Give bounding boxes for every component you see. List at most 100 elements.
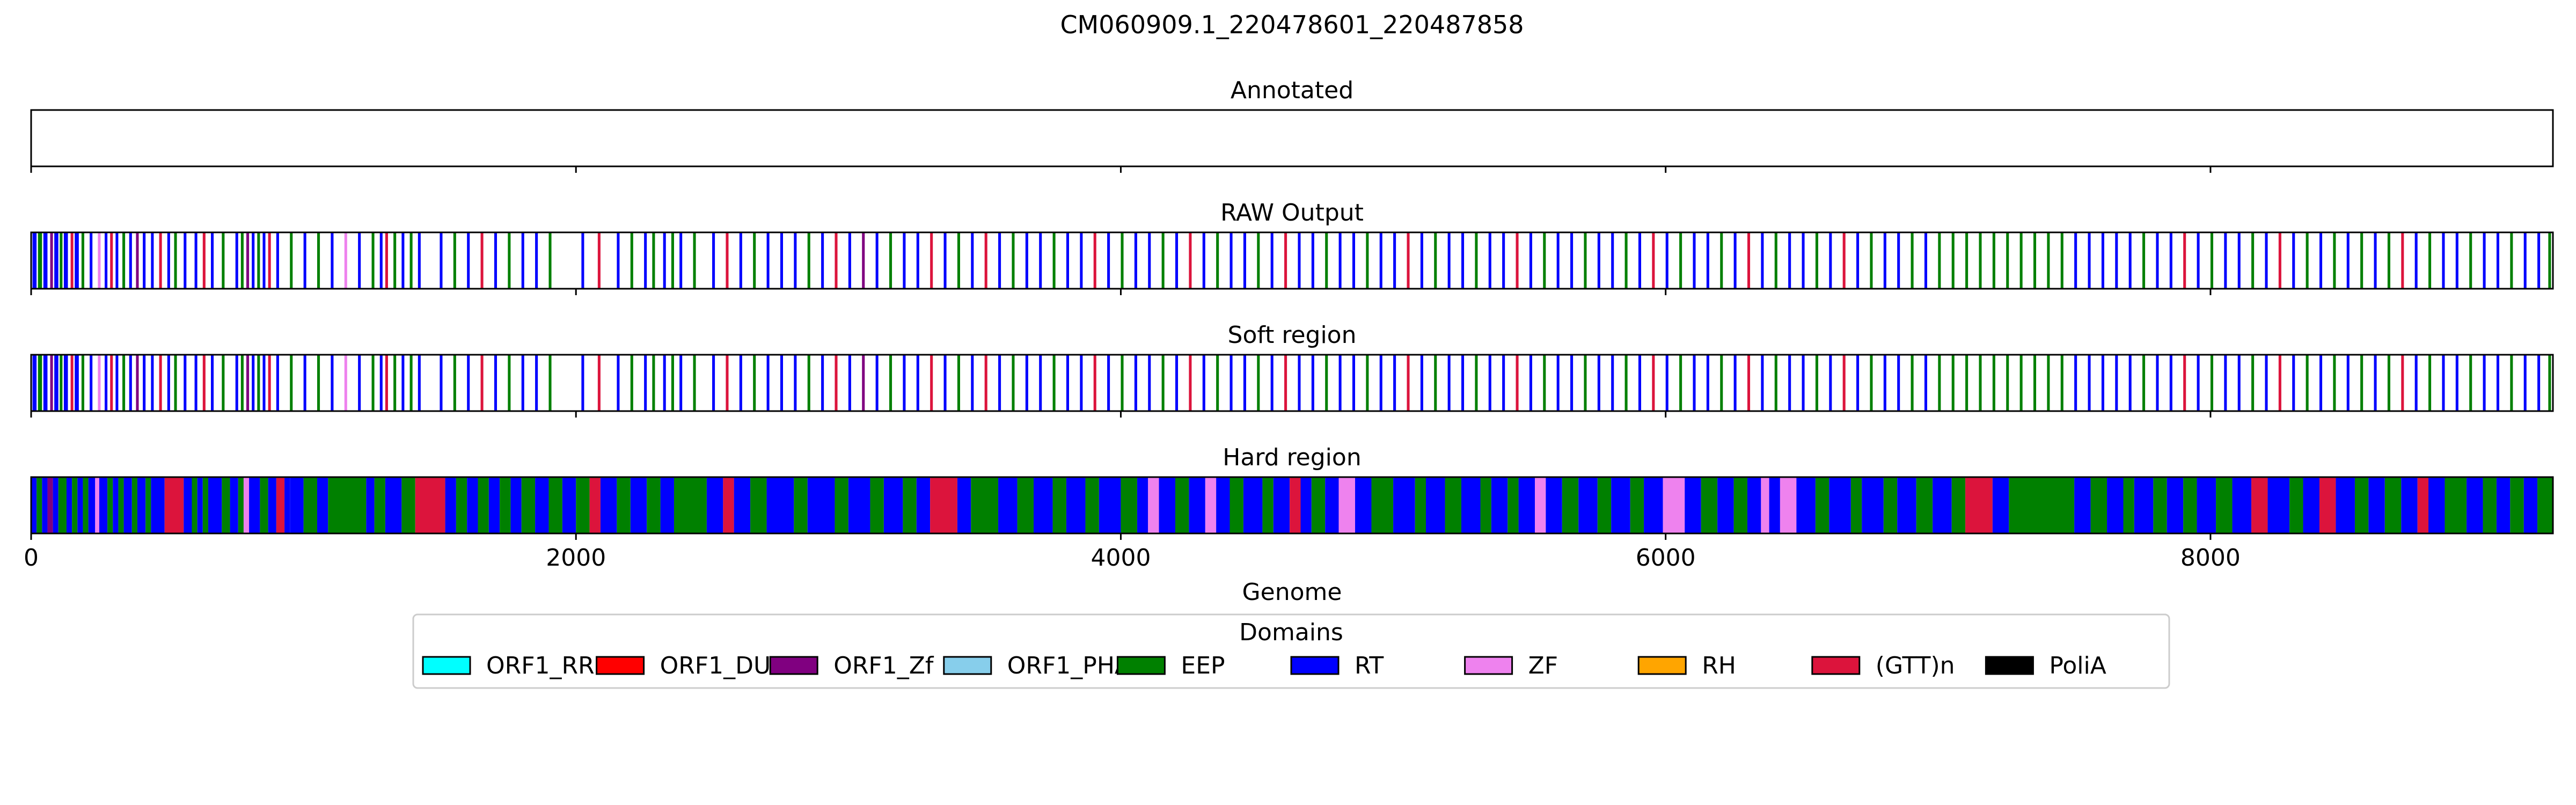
domain-segment <box>1445 477 1461 533</box>
domain-segment <box>1747 477 1761 533</box>
domain-segment <box>1546 477 1562 533</box>
domain-segment <box>95 477 99 533</box>
domain-segment <box>2428 355 2432 411</box>
domain-segment <box>1407 232 1410 289</box>
domain-segment <box>2265 232 2268 289</box>
domain-segment <box>916 477 931 533</box>
domain-segment <box>2216 477 2233 533</box>
domain-segment <box>1161 232 1165 289</box>
domain-segment <box>1693 355 1696 411</box>
domain-segment <box>66 477 72 533</box>
domain-segment <box>2183 477 2197 533</box>
domain-segment <box>723 477 734 533</box>
domain-segment <box>1025 355 1028 411</box>
domain-segment <box>1121 355 1124 411</box>
domain-segment <box>1761 477 1769 533</box>
domain-segment <box>862 355 865 411</box>
domain-segment <box>371 232 375 289</box>
domain-segment <box>671 355 674 411</box>
domain-segment <box>1733 355 1737 411</box>
domain-segment <box>2224 232 2227 289</box>
domain-segment <box>480 355 484 411</box>
domain-segment <box>1420 232 1423 289</box>
domain-segment <box>1815 232 1818 289</box>
domain-segment <box>1938 232 1941 289</box>
domain-segment <box>1488 232 1491 289</box>
domain-segment <box>2183 232 2186 289</box>
domain-segment <box>1134 232 1137 289</box>
domain-segment <box>1325 232 1328 289</box>
domain-segment <box>998 355 1001 411</box>
domain-segment <box>1774 232 1777 289</box>
legend-entry-label: ORF1_RRM <box>486 652 615 679</box>
domain-segment <box>508 232 511 289</box>
domain-segment <box>211 232 214 289</box>
domain-segment <box>47 477 53 533</box>
domain-segment <box>317 232 320 289</box>
domain-segment <box>663 355 666 411</box>
domain-segment <box>268 477 276 533</box>
domain-segment <box>2537 355 2541 411</box>
domain-segment <box>780 232 784 289</box>
domain-segment <box>2445 477 2467 533</box>
domain-segment <box>174 232 177 289</box>
domain-segment <box>1355 477 1372 533</box>
domain-segment <box>1298 232 1301 289</box>
domain-segment <box>1338 232 1342 289</box>
domain-segment <box>2401 477 2418 533</box>
domain-segment <box>766 477 794 533</box>
domain-segment <box>366 477 375 533</box>
domain-segment <box>303 477 317 533</box>
domain-segment <box>290 232 293 289</box>
domain-segment <box>647 477 661 533</box>
domain-segment <box>2523 232 2527 289</box>
domain-segment <box>43 232 48 289</box>
domain-segment <box>2006 232 2009 289</box>
domain-segment <box>344 232 347 289</box>
domain-segment <box>290 477 304 533</box>
legend-swatch <box>943 656 992 675</box>
domain-segment <box>43 355 48 411</box>
domain-segment <box>202 232 206 289</box>
legend-frame <box>412 613 2170 689</box>
domain-segment <box>753 232 756 289</box>
domain-segment <box>739 232 742 289</box>
domain-segment <box>2319 477 2336 533</box>
domain-segment <box>1121 232 1124 289</box>
domain-segment <box>1850 477 1862 533</box>
domain-segment <box>734 477 751 533</box>
domain-segment <box>1311 477 1326 533</box>
domain-segment <box>1761 232 1764 289</box>
domain-segment <box>739 355 742 411</box>
domain-segment <box>2384 477 2402 533</box>
domain-segment <box>208 477 222 533</box>
domain-segment <box>2197 355 2200 411</box>
domain-segment <box>467 232 470 289</box>
domain-segment <box>222 232 225 289</box>
domain-segment <box>110 355 113 411</box>
domain-segment <box>1393 232 1396 289</box>
domain-segment <box>2387 232 2390 289</box>
domain-segment <box>2107 477 2124 533</box>
domain-segment <box>75 355 79 411</box>
domain-segment <box>2523 477 2538 533</box>
domain-segment <box>1025 232 1028 289</box>
domain-segment <box>1556 355 1560 411</box>
domain-segment <box>1379 232 1382 289</box>
domain-segment <box>131 477 137 533</box>
domain-segment <box>2496 477 2511 533</box>
domain-segment <box>2047 232 2050 289</box>
domain-segment <box>998 477 1018 533</box>
domain-segment <box>2428 232 2432 289</box>
domain-segment <box>1842 355 1846 411</box>
domain-segment <box>331 355 334 411</box>
domain-segment <box>317 355 320 411</box>
domain-segment <box>98 232 101 289</box>
domain-segment <box>1862 477 1884 533</box>
domain-segment <box>1518 477 1535 533</box>
domain-segment <box>2033 232 2037 289</box>
panel-annotated: Annotated <box>30 77 2554 173</box>
domain-segment <box>54 355 58 411</box>
domain-segment <box>535 355 538 411</box>
